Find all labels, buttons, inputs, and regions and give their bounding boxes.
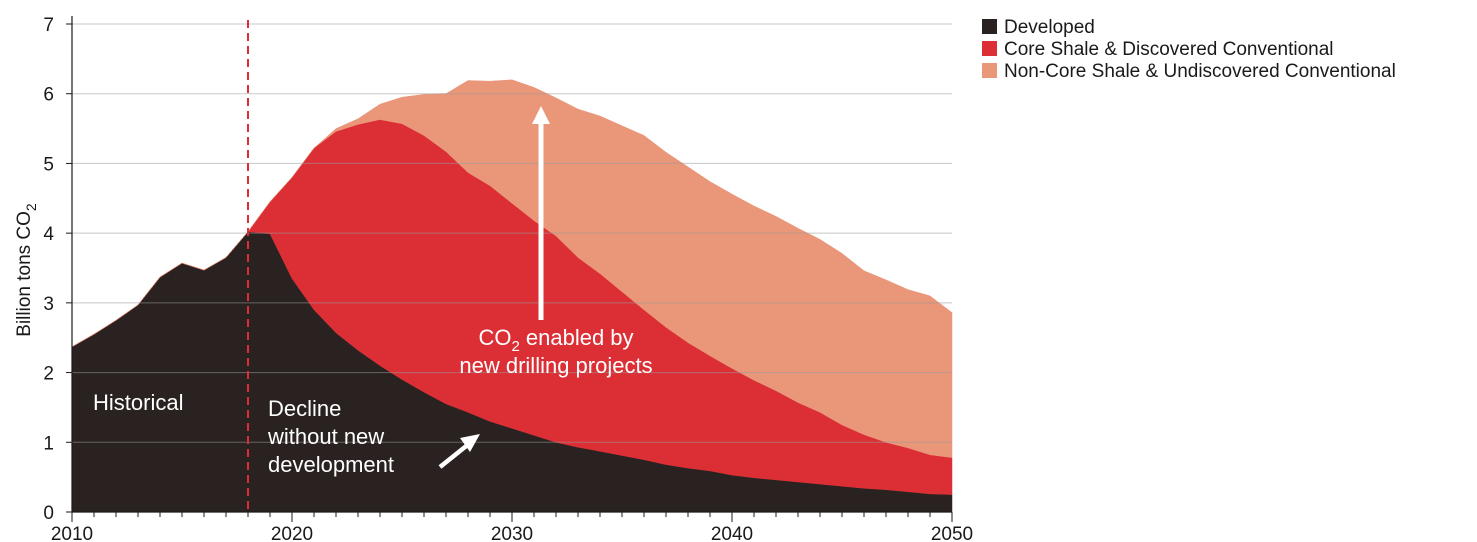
series-area-3	[71, 79, 953, 458]
legend-swatch-1	[982, 19, 997, 34]
annotation-enabled-co2: CO	[478, 325, 511, 350]
legend-label-2: Core Shale & Discovered Conventional	[1004, 39, 1334, 60]
x-tick-label-2020: 2020	[271, 524, 313, 542]
y-axis-label: Billion tons CO2	[14, 203, 39, 337]
legend-label-3: Non-Core Shale & Undiscovered Convention…	[1004, 61, 1396, 82]
legend-swatch-2	[982, 41, 997, 56]
x-tick-label-2010: 2010	[51, 524, 93, 542]
arrow-decline-shaft	[438, 441, 472, 469]
annotation-enabled-subscript: 2	[511, 338, 519, 355]
y-tick-label-7: 7	[43, 15, 54, 36]
y-tick-label-6: 6	[43, 85, 54, 106]
legend-swatch-3	[982, 63, 997, 78]
arrow-enabled-head	[532, 106, 550, 124]
annotation-enabled-rest: enabled by	[520, 325, 634, 350]
annotation-decline-line3: development	[268, 452, 394, 477]
y-tick-label-5: 5	[43, 154, 54, 175]
gridlines	[72, 23, 952, 443]
annotation-enabled-line1: CO2 enabled by	[478, 325, 633, 355]
y-axis-label-main: Billion tons CO	[14, 211, 35, 337]
legend-label-1: Developed	[1004, 17, 1095, 38]
area-layer	[71, 79, 953, 513]
arrow-decline-head	[460, 434, 480, 452]
y-tick-label-0: 0	[43, 503, 54, 524]
x-tick-label-2050: 2050	[931, 524, 973, 542]
y-tick-label-4: 4	[43, 224, 54, 245]
y-tick-label-1: 1	[43, 433, 54, 454]
x-tick-label-2040: 2040	[711, 524, 753, 542]
annotation-enabled-line2: new drilling projects	[459, 353, 652, 378]
y-tick-label-3: 3	[43, 294, 54, 315]
annotation-historical: Historical	[93, 390, 183, 415]
y-tick-label-2: 2	[43, 364, 54, 385]
annotation-arrows	[438, 106, 550, 469]
annotation-decline-line2: without new	[267, 424, 384, 449]
y-axis-label-subscript: 2	[23, 203, 39, 211]
axes: 0 1 2 3 4 5 6 7 2010 2020 2030 2040 2050	[43, 15, 973, 542]
x-tick-label-2030: 2030	[491, 524, 533, 542]
annotation-decline-line1: Decline	[268, 396, 341, 421]
